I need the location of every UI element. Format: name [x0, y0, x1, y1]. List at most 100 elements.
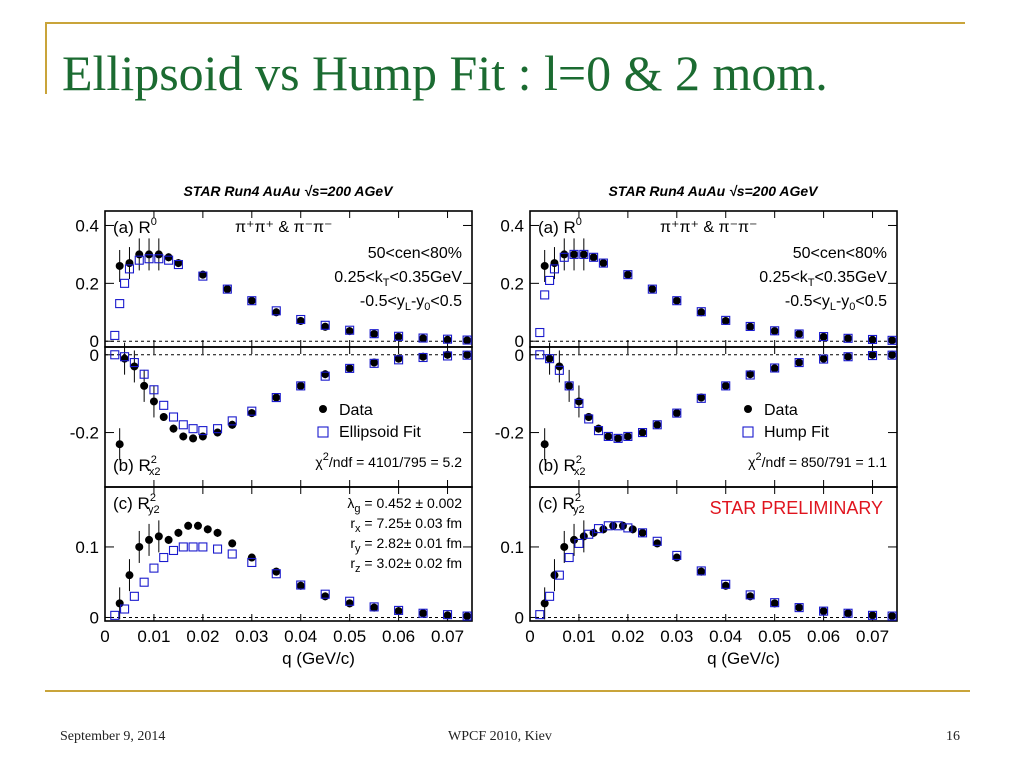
fit-point [198, 426, 208, 436]
fit-point [394, 331, 404, 341]
x-tick-label: 0.01 [562, 627, 595, 646]
data-point [599, 525, 608, 534]
data-point [560, 542, 569, 551]
chi2-symbol: χ [748, 454, 756, 470]
fit-point [721, 315, 731, 325]
panel-label: (a) R0 [113, 216, 157, 237]
fit-point [227, 549, 237, 559]
x-tick-label: 0.04 [709, 627, 742, 646]
data-point [223, 285, 232, 294]
legend-data-marker [319, 405, 327, 413]
panel-frame [104, 486, 473, 622]
fit-point [462, 611, 472, 621]
fit-point [134, 255, 144, 265]
fit-point [603, 431, 613, 441]
fit-point [598, 258, 608, 268]
data-point [463, 350, 472, 359]
fit-point [696, 566, 706, 576]
kt-cut-text: 0.25<k [334, 269, 383, 286]
data-point [272, 308, 281, 317]
data-point [672, 296, 681, 305]
top-rule [45, 22, 965, 24]
fit-point [819, 606, 829, 616]
panel-label-sub: y2 [573, 504, 585, 516]
fit-point [672, 408, 682, 418]
data-point [419, 352, 428, 361]
x-tick-label: 0.04 [284, 627, 317, 646]
data-point [565, 381, 574, 390]
data-point [463, 612, 472, 621]
fit-point [168, 412, 179, 422]
fit-point [593, 524, 604, 534]
y-tick-label: 0.4 [500, 216, 524, 235]
fit-point [345, 325, 355, 335]
panel-label: (c) R2 y2 [538, 492, 585, 516]
fit-point [545, 275, 555, 285]
y-tick-label: -0.2 [495, 424, 524, 443]
fit-point [120, 352, 130, 362]
fit-point [584, 529, 594, 539]
fit-parameter-symbol: r [350, 515, 355, 531]
data-point [443, 611, 452, 620]
panel-label-sup: 2 [151, 454, 157, 466]
data-point [443, 350, 452, 359]
rapidity-cut: -0.5<yL-y0<0.5 [360, 293, 462, 313]
fit-point [247, 557, 257, 568]
fit-point [867, 610, 878, 620]
data-point [697, 393, 706, 402]
fit-point [149, 563, 159, 573]
data-point [184, 521, 193, 530]
data-point [589, 528, 598, 537]
fit-point [843, 352, 853, 362]
data-point [125, 259, 134, 268]
kt-cut-tail: <0.35GeV [815, 269, 888, 286]
fit-point [222, 284, 232, 294]
fit-point [462, 335, 472, 345]
data-point [550, 259, 559, 268]
fit-point [819, 354, 829, 364]
data-point [463, 336, 472, 345]
panel-b: 0-0.2(b) R2 x2 [495, 342, 898, 488]
fit-point [819, 332, 829, 342]
kt-cut: 0.25<kT<0.35GeV [759, 269, 887, 289]
data-point [247, 553, 256, 562]
panel-label-text: (c) R [538, 494, 575, 513]
data-point [247, 409, 256, 418]
data-point [159, 413, 168, 421]
y-tick-label: 0.1 [75, 538, 99, 557]
panel-label: (b) R2 x2 [113, 454, 161, 478]
fit-point [418, 352, 428, 363]
rapidity-cut-c: <0.5 [430, 293, 462, 310]
data-point [135, 542, 144, 551]
fit-parameter: rx = 7.25± 0.03 fm [350, 515, 462, 535]
data-point [648, 285, 657, 294]
fit-point [770, 326, 780, 336]
panel-label-text: (c) R [113, 494, 150, 513]
data-point [570, 535, 579, 544]
data-point [697, 567, 706, 576]
panel-label: (b) R2 x2 [538, 454, 586, 478]
data-point [149, 397, 158, 406]
data-point [888, 336, 897, 345]
fit-point [540, 290, 550, 300]
fit-point [212, 424, 223, 434]
fit-point [212, 544, 223, 554]
data-point [795, 329, 804, 338]
x-tick-label: 0 [525, 627, 534, 646]
fit-point [247, 406, 257, 416]
y-tick-label: 0 [90, 346, 99, 365]
fit-point [887, 350, 897, 360]
fit-point [794, 358, 804, 368]
fit-point [564, 552, 574, 563]
fit-point [794, 329, 804, 339]
data-point [579, 250, 588, 259]
data-point [272, 567, 281, 576]
panel-label-sup: 2 [575, 492, 581, 504]
data-point [321, 322, 330, 331]
fit-point [154, 254, 164, 264]
data-point [115, 440, 124, 449]
panel-c: 0 0.1 (c) R2 y2 [500, 486, 898, 627]
x-tick-label: 0.06 [807, 627, 840, 646]
